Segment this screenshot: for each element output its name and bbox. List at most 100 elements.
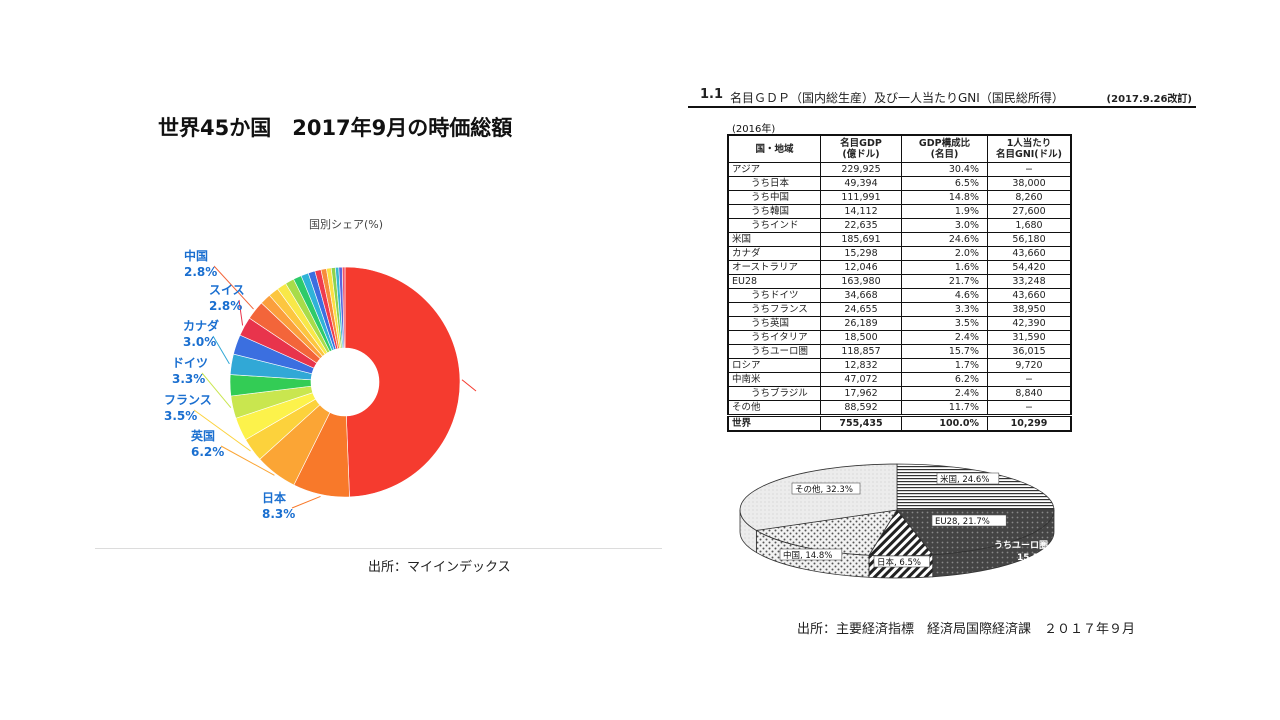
table-cell-gdp: 15,298 (820, 246, 902, 261)
table-row: 中南米 47,072 6.2% − (727, 372, 1072, 387)
table-header-cell: 国・地域 (727, 134, 821, 163)
table-cell-name: オーストラリア (727, 260, 821, 275)
donut-label: 英国 (191, 428, 215, 443)
table-cell-share: 2.4% (901, 330, 988, 345)
table-body: アジア 229,925 30.4% − うち日本 49,394 6.5% 38,000 うち中国… (727, 162, 1072, 432)
donut-value-label: 3.3% (172, 372, 205, 386)
table-cell-share: 15.7% (901, 344, 988, 359)
table-row: うちフランス 24,655 3.3% 38,950 (727, 302, 1072, 317)
table-cell-name: うちユーロ圏 (727, 344, 821, 359)
pie3d-label: その他, 32.3% (795, 484, 853, 495)
table-row: アジア 229,925 30.4% − (727, 162, 1072, 177)
table-row: うちイタリア 18,500 2.4% 31,590 (727, 330, 1072, 345)
table-cell-gni: − (987, 400, 1072, 416)
table-cell-gni: 33,248 (987, 274, 1072, 289)
table-cell-gdp: 34,668 (820, 288, 902, 303)
table-cell-share: 6.5% (901, 176, 988, 191)
pie3d-label-box (873, 555, 930, 568)
table-cell-name: うちイタリア (727, 330, 821, 345)
table-cell-name: うちフランス (727, 302, 821, 317)
donut-leader-lines (193, 265, 477, 509)
table-row: うちドイツ 34,668 4.6% 43,660 (727, 288, 1072, 303)
table-cell-gni: 31,590 (987, 330, 1072, 345)
donut-label: 日本 (262, 490, 286, 505)
table-cell-share: 1.6% (901, 260, 988, 275)
table-cell-share: 4.6% (901, 288, 988, 303)
table-cell-gni: 10,299 (987, 414, 1072, 432)
table-cell-name: EU28 (727, 274, 821, 289)
table-row: EU28 163,980 21.7% 33,248 (727, 274, 1072, 289)
leader-line (238, 299, 244, 326)
table-row: うちブラジル 17,962 2.4% 8,840 (727, 386, 1072, 401)
table-cell-gni: 36,015 (987, 344, 1072, 359)
table-header-cell: GDP構成比 (名目) (901, 134, 988, 163)
table-cell-gni: 8,260 (987, 190, 1072, 205)
donut-value-label: 3.0% (183, 335, 216, 349)
donut-hole (311, 348, 379, 416)
donut-value-label: 3.5% (164, 409, 197, 423)
table-cell-gdp: 12,832 (820, 358, 902, 373)
leader-line (461, 379, 477, 392)
donut-value-label: 8.3% (262, 507, 295, 521)
table-header-cell: 名目GDP (億ドル) (820, 134, 902, 163)
table-cell-gdp: 47,072 (820, 372, 902, 387)
donut-labels: 米国51.5%日本8.3%英国6.2%フランス3.5%ドイツ3.3%カナダ3.0… (164, 248, 295, 521)
table-cell-gdp: 49,394 (820, 176, 902, 191)
table-cell-gdp: 14,112 (820, 204, 902, 219)
table-cell-name: うち韓国 (727, 204, 821, 219)
donut-value-label: 6.2% (191, 445, 224, 459)
table-cell-name: うち英国 (727, 316, 821, 331)
table-cell-gni: − (987, 372, 1072, 387)
donut-value-label: 2.8% (184, 265, 217, 279)
donut-chart: 米国51.5%日本8.3%英国6.2%フランス3.5%ドイツ3.3%カナダ3.0… (164, 248, 477, 521)
table-cell-share: 11.7% (901, 400, 988, 416)
table-row: ロシア 12,832 1.7% 9,720 (727, 358, 1072, 373)
pie3d-slice (755, 509, 898, 556)
leader-line (220, 445, 275, 476)
donut-value-label: 2.8% (209, 299, 242, 313)
table-row: オーストラリア 12,046 1.6% 54,420 (727, 260, 1072, 275)
donut-label: 中国 (184, 248, 208, 263)
table-row: うち中国 111,991 14.8% 8,260 (727, 190, 1072, 205)
table-cell-gni: 38,950 (987, 302, 1072, 317)
table-cell-share: 24.6% (901, 232, 988, 247)
table-cell-gdp: 12,046 (820, 260, 902, 275)
section-header: 1.1 名目ＧＤＰ（国内総生産）及び一人当たりGNI（国民総所得） (2017.… (688, 87, 1196, 108)
table-header-row: 国・地域 名目GDP (億ドル) GDP構成比 (名目) 1人当たり 名目GNI(ドル) (727, 134, 1072, 163)
leader-line (212, 335, 230, 365)
table-cell-gni: 38,000 (987, 176, 1072, 191)
table-cell-share: 2.4% (901, 386, 988, 401)
donut-label: スイス (209, 283, 245, 297)
table-cell-gdp: 118,857 (820, 344, 902, 359)
leader-line (193, 409, 251, 452)
table-cell-gni: 42,390 (987, 316, 1072, 331)
table-cell-share: 1.7% (901, 358, 988, 373)
donut-label: フランス (164, 393, 212, 407)
table-cell-name: その他 (727, 400, 821, 416)
table-cell-gdp: 24,655 (820, 302, 902, 317)
table-cell-share: 3.5% (901, 316, 988, 331)
table-row: うち英国 26,189 3.5% 42,390 (727, 316, 1072, 331)
year-label: (2016年) (732, 124, 776, 135)
pie3d-callout-value: 15.7% (1017, 553, 1048, 563)
pie3d-label: 中国, 14.8% (783, 550, 832, 561)
section-number: 1.1 (700, 87, 724, 102)
table-cell-gni: 56,180 (987, 232, 1072, 247)
pie3d-labels: 米国, 24.6% EU28, 21.7% 日本, 6.5% 中国, 14.8% その他… (779, 472, 1048, 568)
table-cell-share: 3.3% (901, 302, 988, 317)
table-cell-share: 3.0% (901, 218, 988, 233)
pie3d-label-box (791, 482, 861, 495)
table-cell-name: ロシア (727, 358, 821, 373)
table-cell-gdp: 229,925 (820, 162, 902, 177)
table-cell-name: うちブラジル (727, 386, 821, 401)
table-cell-gni: 1,680 (987, 218, 1072, 233)
table-cell-share: 14.8% (901, 190, 988, 205)
table-cell-name: うち中国 (727, 190, 821, 205)
table-cell-gdp: 163,980 (820, 274, 902, 289)
table-cell-share: 2.0% (901, 246, 988, 261)
table-cell-gdp: 26,189 (820, 316, 902, 331)
right-source: 出所：主要経済指標 経済局国際経済課 ２０１７年９月 (797, 622, 1136, 637)
table-cell-gdp: 111,991 (820, 190, 902, 205)
table-row: 米国 185,691 24.6% 56,180 (727, 232, 1072, 247)
table-cell-name: カナダ (727, 246, 821, 261)
